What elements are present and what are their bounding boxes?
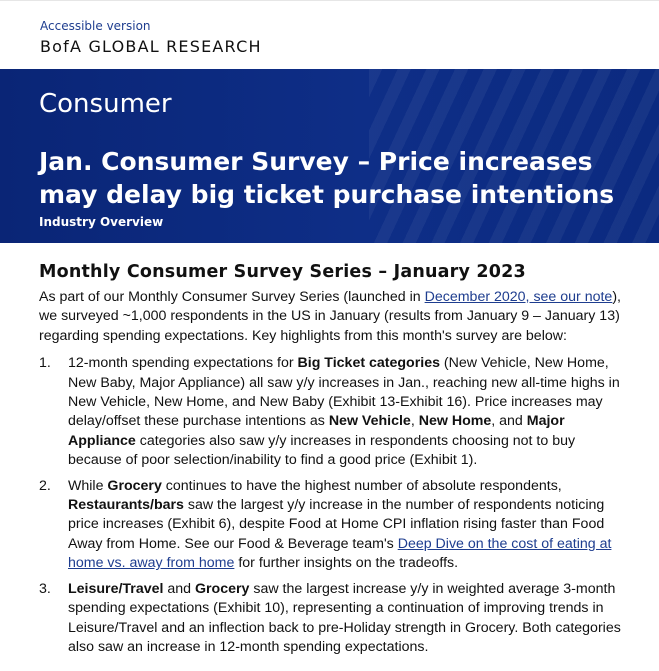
item-bold: New Home [418,413,492,430]
item-number: 1. [39,355,51,372]
intro-text-2: ), we surveyed ~1,000 respondents in the… [39,289,621,344]
list-item: 3. Leisure/Travel and Grocery saw the la… [39,580,621,658]
item-text: saw the largest y/y increase in the numb… [68,497,605,552]
item-text: , and [491,413,527,430]
item-text: (New Vehicle, New Home, New Baby, Major … [68,355,620,430]
item-number: 2. [39,477,51,494]
item-text: 12-month spending expectations for [68,355,298,372]
report-title: Jan. Consumer Survey – Price increases m… [39,147,615,209]
item-text: continues to have the highest number of … [161,477,562,494]
item-text: for further insights on the tradeoffs. [234,555,459,572]
item-text: and [163,580,195,597]
accessible-version-link[interactable]: Accessible version [40,19,151,33]
report-type: Industry Overview [39,215,164,229]
item-text: saw the largest increase y/y in weighted… [68,580,621,655]
item-text: , [410,413,419,430]
intro-text-1: As part of our Monthly Consumer Survey S… [39,289,425,305]
item-bold: Major Appliance [68,413,565,449]
brand-global-research: GLOBAL RESEARCH [88,37,262,56]
intro-paragraph: As part of our Monthly Consumer Survey S… [39,288,621,346]
item-bold: Grocery [195,580,250,597]
item-text: While [68,477,108,494]
list-item: 1. 12-month spending expectations for Bi… [39,354,621,470]
item-bold: New Vehicle [328,413,411,430]
list-item: 2. While Grocery continues to have the h… [39,477,621,574]
item-bold: Leisure/Travel [68,580,164,597]
item-bold: Big Ticket categories [297,355,440,372]
deep-dive-link[interactable]: Deep Dive on the cost of eating at home … [68,535,612,572]
section-label: Consumer [39,89,172,119]
series-note-link[interactable]: December 2020, see our note [424,289,613,305]
section-heading: Monthly Consumer Survey Series – January… [39,262,526,282]
title-banner: Consumer Jan. Consumer Survey – Price in… [0,69,659,243]
highlights-list: 1. 12-month spending expectations for Bi… [39,354,621,657]
brand-bofa: BofA [40,37,83,56]
item-text: categories also saw y/y increases in res… [68,432,576,469]
item-bold: Restaurants/bars [68,497,184,514]
report-body: Monthly Consumer Survey Series – January… [39,262,621,663]
top-header: Accessible version BofA GLOBAL RESEARCH [0,0,659,69]
brand-logo: BofA GLOBAL RESEARCH [40,37,262,56]
item-bold: Grocery [107,477,162,494]
item-number: 3. [39,580,51,597]
